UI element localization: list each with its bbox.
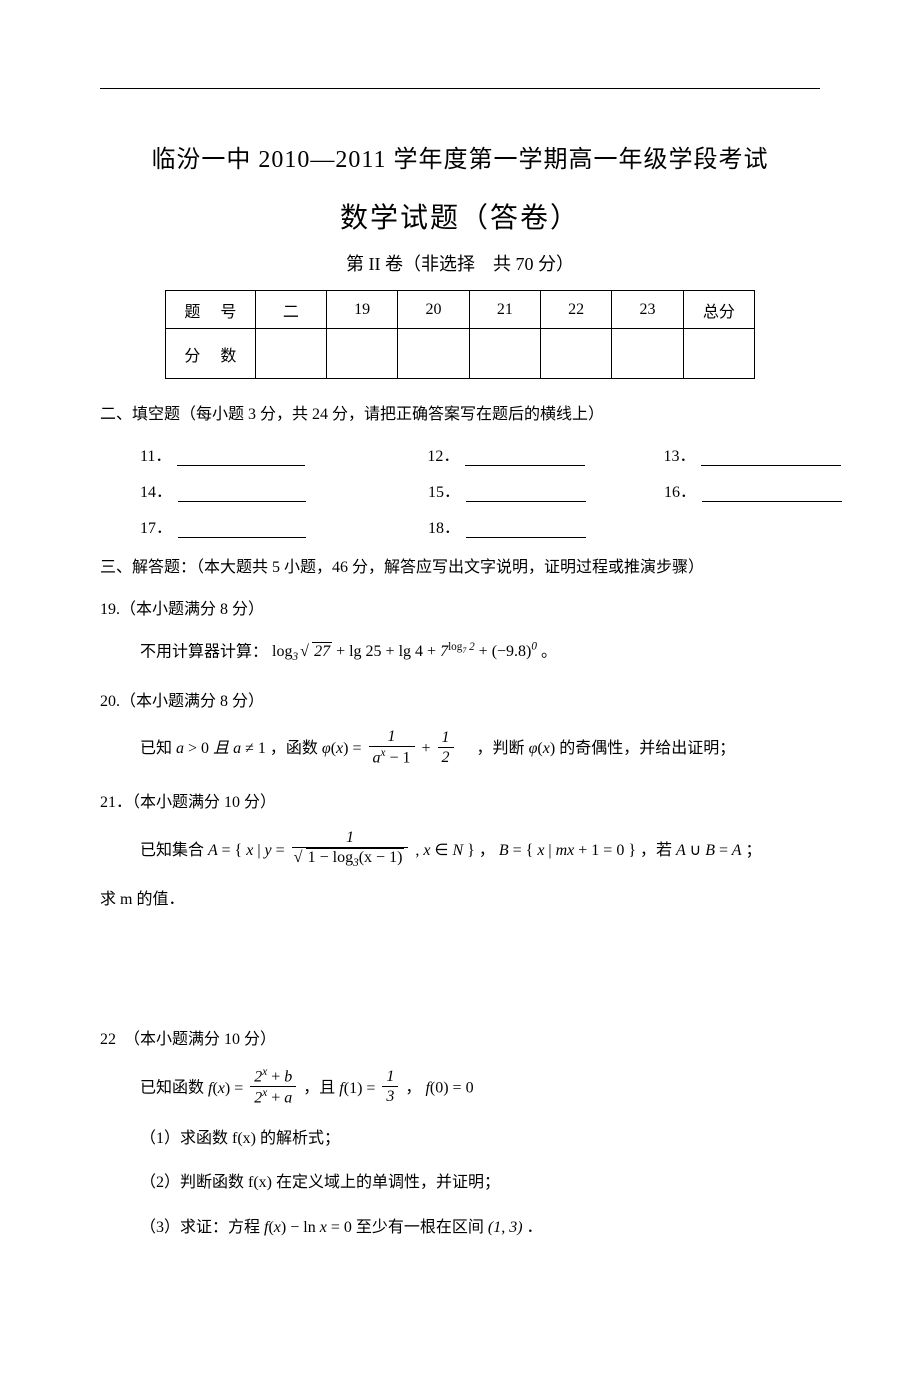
blank-item: 18． [428,514,586,538]
q19-expr: log3 27 + lg 25 + lg 4 + 7log7 2 + (−9.8… [272,643,541,660]
q21-body: 已知集合 A = { x | y = 1 1 − log3(x − 1) , x… [140,830,820,873]
q19-suffix: 。 [541,643,557,660]
question-22: 22 （本小题满分 10 分） [100,1025,820,1055]
score-cell [683,329,754,379]
blank-underline [702,484,842,502]
blank-underline [465,448,585,466]
q20-head: 20.（本小题满分 8 分） [100,693,264,710]
section-2-head: 二、填空题（每小题 3 分，共 24 分，请把正确答案写在题后的横线上） [100,401,820,430]
score-cell [327,329,398,379]
score-cell [398,329,469,379]
th-col: 23 [612,291,683,329]
blank-item: 17． [140,514,306,538]
school-title: 临汾一中 2010—2011 学年度第一学期高一年级学段考试 [100,139,820,174]
blank-underline [178,484,306,502]
q19-body: 不用计算器计算： log3 27 + lg 25 + lg 4 + 7log7 … [140,637,820,669]
blank-row: 17． 18． [140,514,820,538]
q21-head: 21．（本小题满分 10 分） [100,794,276,811]
q21-line2: 求 m 的值． [100,885,820,915]
blank-number: 18． [428,514,460,538]
q20-phi: φ(x) = 1 ax − 1 + 1 2 [322,740,461,757]
score-table: 题 号 二 19 20 21 22 23 总分 分 数 [165,290,755,379]
th-label: 题 号 [166,291,256,329]
q22-body: 已知函数 f(x) = 2x + b 2x + a ，且 f(1) = 1 3 … [140,1068,820,1110]
question-20: 20.（本小题满分 8 分） [100,687,820,717]
blank-item: 13． [663,442,841,466]
th-label: 分 数 [166,329,256,379]
score-cell [469,329,540,379]
paper-subtitle: 第 II 卷（非选择 共 70 分） [100,250,820,276]
q22-fx: f(x) = 2x + b 2x + a [208,1080,303,1097]
q19-prefix: 不用计算器计算： [140,643,268,660]
table-row: 题 号 二 19 20 21 22 23 总分 [166,291,755,329]
blank-item: 16． [664,478,842,502]
question-19: 19.（本小题满分 8 分） [100,595,820,625]
th-col: 二 [255,291,326,329]
section-3-head: 三、解答题：（本大题共 5 小题，46 分，解答应写出文字说明，证明过程或推演步… [100,554,820,583]
header-rule [100,88,820,89]
q21-setB: B = { x | mx + 1 = 0 } [499,842,640,859]
blank-underline [178,520,306,538]
table-row: 分 数 [166,329,755,379]
fill-blank-area: 11． 12． 13． 14． 15． 16． 17． 18． [100,442,820,538]
blank-item: 12． [427,442,585,466]
score-cell [612,329,683,379]
blank-number: 14． [140,478,172,502]
score-cell [255,329,326,379]
th-col: 19 [327,291,398,329]
q21-setA: A = { x | y = 1 1 − log3(x − 1) , x ∈ N … [208,842,479,859]
score-cell [540,329,611,379]
th-col: 总分 [683,291,754,329]
blank-number: 13． [663,442,695,466]
blank-number: 12． [427,442,459,466]
th-col: 21 [469,291,540,329]
blank-number: 17． [140,514,172,538]
q22-p1: （1）求函数 f(x) 的解析式； [140,1124,820,1154]
q20-body: 已知 a > 0 且 a ≠ 1 ，函数 φ(x) = 1 ax − 1 + 1… [140,729,820,770]
blank-underline [177,448,305,466]
blank-item: 14． [140,478,306,502]
th-col: 22 [540,291,611,329]
exam-title: 数学试题（答卷） [100,196,820,236]
blank-item: 11． [140,442,305,466]
blank-number: 16． [664,478,696,502]
q22-p3: （3）求证：方程 f(x) − ln x = 0 至少有一根在区间 (1, 3)… [140,1213,820,1243]
question-21: 21．（本小题满分 10 分） [100,788,820,818]
blank-number: 15． [428,478,460,502]
blank-item: 15． [428,478,586,502]
blank-row: 14． 15． 16． [140,478,820,502]
blank-row: 11． 12． 13． [140,442,820,466]
q22-head: 22 （本小题满分 10 分） [100,1031,276,1048]
blank-underline [466,520,586,538]
blank-underline [701,448,841,466]
q22-p2: （2）判断函数 f(x) 在定义域上的单调性，并证明； [140,1168,820,1198]
blank-underline [466,484,586,502]
q19-head: 19.（本小题满分 8 分） [100,601,264,618]
th-col: 20 [398,291,469,329]
blank-number: 11． [140,442,171,466]
